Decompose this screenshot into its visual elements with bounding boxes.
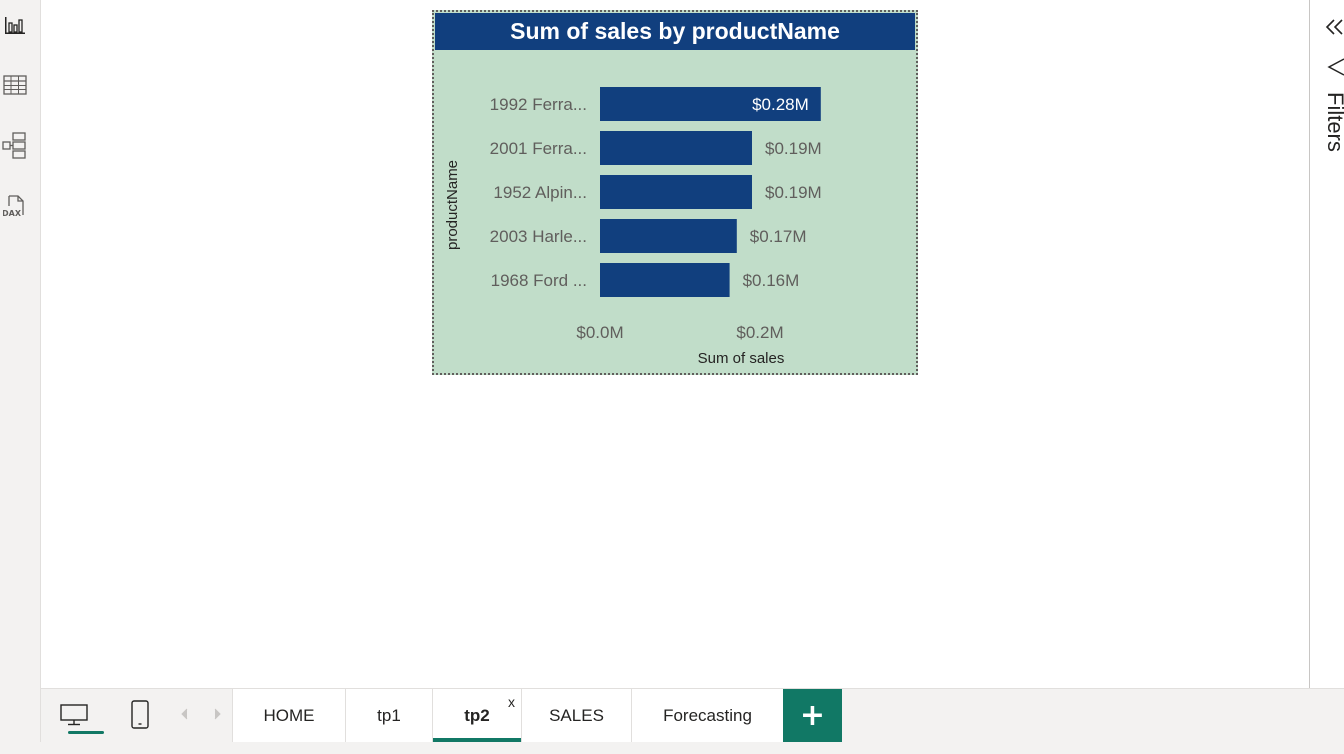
data-label: $0.28M [752,95,809,114]
close-tab-icon[interactable]: x [508,694,515,710]
category-label: 2003 Harle... [490,227,587,246]
scroll-tabs-left-button[interactable] [179,707,191,721]
tab-sales[interactable]: SALES [521,689,631,742]
bar[interactable] [600,87,821,121]
data-label: $0.19M [765,139,822,158]
data-label: $0.16M [743,271,800,290]
chevron-right-icon [214,708,221,720]
mobile-phone-icon [131,700,149,729]
report-view-button[interactable] [0,8,30,42]
category-label: 2001 Ferra... [490,139,587,158]
table-view-button[interactable] [0,68,30,102]
category-label: 1992 Ferra... [490,95,587,114]
bar[interactable] [600,263,730,297]
model-diagram-icon [2,132,26,159]
dax-file-icon: DAX [3,195,24,218]
plus-icon: + [799,698,826,733]
tab-label: tp2 [464,705,490,725]
visual-title: Sum of sales by productName [435,13,915,50]
bar[interactable] [600,131,752,165]
x-axis-title: Sum of sales [698,350,785,367]
mobile-layout-button[interactable] [125,689,155,741]
tab-home[interactable]: HOME [232,689,345,742]
funnel-icon [1327,58,1344,76]
bar-chart-visual[interactable]: Sum of sales by productName 1992 Ferra..… [432,10,918,375]
double-chevron-left-icon[interactable] [1325,18,1343,36]
data-label: $0.17M [750,227,807,246]
scroll-tabs-right-button[interactable] [211,707,223,721]
dax-query-view-button[interactable]: DAX [0,190,30,224]
tab-tp2[interactable]: tp2 x [432,689,521,742]
tab-label: HOME [263,705,315,725]
x-tick-label: $0.2M [736,323,783,342]
tab-label: SALES [549,705,604,725]
desktop-monitor-icon [60,704,88,726]
desktop-layout-button[interactable] [53,689,104,741]
add-page-button[interactable]: + [783,689,842,742]
x-tick-label: $0.0M [576,323,623,342]
y-axis-title: productName [444,160,461,250]
tab-forecasting[interactable]: Forecasting [631,689,783,742]
active-tab-indicator [433,738,521,742]
page-tab-bar: HOME tp1 tp2 x SALES Forecasting + [41,688,1344,742]
chevron-left-icon [181,708,188,720]
bar-chart: 1992 Ferra... $0.28M 2001 Ferra... $0.19M 19… [444,87,822,367]
category-label: 1952 Alpin... [493,183,587,202]
bar[interactable] [600,175,752,209]
bar[interactable] [600,219,737,253]
category-label: 1968 Ford ... [491,271,587,290]
filters-pane: Filters [1309,0,1344,688]
desktop-active-indicator [68,731,104,734]
left-view-rail: DAX [0,0,41,754]
model-view-button[interactable] [0,128,30,162]
tab-label: tp1 [377,705,401,725]
tab-label: Forecasting [663,705,752,725]
filters-pane-label[interactable]: Filters [1323,92,1344,152]
bar-chart-icon [5,17,25,34]
tab-tp1[interactable]: tp1 [345,689,432,742]
data-label: $0.19M [765,183,822,202]
dax-icon-text: DAX [3,209,22,218]
status-strip [0,742,1344,754]
table-grid-icon [3,75,27,95]
